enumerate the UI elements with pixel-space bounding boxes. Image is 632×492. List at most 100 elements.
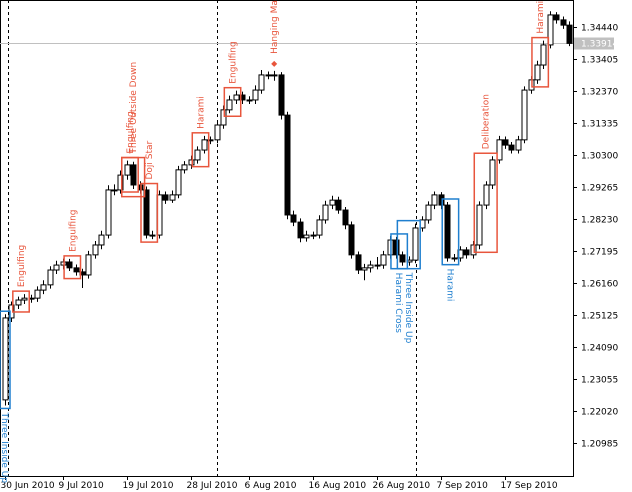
candle-body <box>265 74 272 77</box>
pattern-box <box>140 182 159 243</box>
candle-body <box>169 194 176 201</box>
candle-body <box>342 209 349 226</box>
candle-body <box>322 204 329 221</box>
pattern-label: Harami <box>444 269 454 302</box>
pattern-label: Harami Cross <box>393 273 403 334</box>
y-tick-label: 1.26160 <box>581 280 618 290</box>
candle-body <box>483 184 490 206</box>
candle-body <box>547 14 554 46</box>
pattern-box <box>191 132 210 168</box>
y-tick-label: 1.29265 <box>581 184 618 194</box>
x-tick-label: 6 Aug 2010 <box>245 481 297 491</box>
pattern-label: Three Inside Up <box>403 272 413 344</box>
candle-body <box>111 189 118 192</box>
candle-body <box>476 204 483 246</box>
pattern-label: Engulfing <box>68 209 78 251</box>
x-tick-label: 9 Jul 2010 <box>59 481 104 491</box>
x-tick-label: 28 Jul 2010 <box>187 481 238 491</box>
y-tick-label: 1.34440 <box>581 24 618 34</box>
pattern-box <box>441 198 460 266</box>
x-tick-label: 26 Aug 2010 <box>373 481 431 491</box>
candle-body <box>271 74 278 77</box>
candle-body <box>451 257 458 260</box>
y-tick-label: 1.33405 <box>581 56 618 66</box>
candle-body <box>463 249 470 256</box>
pattern-box <box>121 156 146 198</box>
pattern-box <box>223 86 242 118</box>
candle-body <box>124 164 131 176</box>
x-tick-label: 30 Jun 2010 <box>1 481 55 491</box>
candle-body <box>367 264 374 269</box>
candle-body <box>117 174 124 191</box>
candle-body <box>98 234 105 246</box>
pattern-box <box>531 36 550 88</box>
pattern-label: Engulfing <box>126 111 136 153</box>
current-price-label: 1.33914 <box>581 40 618 50</box>
y-tick-label: 1.27195 <box>581 248 618 258</box>
candle-body <box>521 89 528 141</box>
candle-body <box>188 159 195 166</box>
candle-body <box>162 194 169 201</box>
candle-body <box>149 234 156 237</box>
candle-body <box>412 227 419 261</box>
candle-body <box>143 189 150 236</box>
candle-body <box>246 99 253 102</box>
candle-body <box>534 64 541 81</box>
y-tick-label: 1.28230 <box>581 216 618 226</box>
y-tick-label: 1.32370 <box>581 88 618 98</box>
candle-body <box>303 234 310 239</box>
candle-body <box>290 214 297 223</box>
candle-body <box>175 169 182 196</box>
y-tick-label: 1.31335 <box>581 120 618 130</box>
candle-body <box>252 89 259 101</box>
y-tick-label: 1.20985 <box>581 440 618 450</box>
candle-body <box>92 244 99 256</box>
y-tick-label: 1.24090 <box>581 344 618 354</box>
candle-body <box>73 267 80 273</box>
x-tick-label: 19 Jul 2010 <box>123 481 174 491</box>
candle-body <box>53 264 60 271</box>
pattern-label: Deliberation <box>482 94 492 149</box>
pattern-box <box>473 152 498 254</box>
pattern-box <box>12 290 30 313</box>
candle-body <box>130 164 137 186</box>
candle-body <box>316 219 323 236</box>
x-tick-label: 7 Sep 2010 <box>437 481 489 491</box>
candle-body <box>15 299 22 306</box>
candle-body <box>399 254 406 263</box>
candle-body <box>380 254 387 266</box>
pattern-box <box>63 255 82 280</box>
candle-body <box>553 14 560 21</box>
candle-body <box>348 224 355 256</box>
candle-body <box>393 239 400 256</box>
candle-body <box>21 297 28 301</box>
pattern-label: Doji Star <box>145 140 155 179</box>
pattern-label: Hanging Man <box>270 0 280 54</box>
candle-body <box>34 289 41 299</box>
candle-body <box>444 204 451 259</box>
y-tick-label: 1.30300 <box>581 152 618 162</box>
pattern-box <box>0 310 11 410</box>
candle-body <box>470 244 477 256</box>
candle-body <box>502 139 509 146</box>
candle-body <box>329 199 336 206</box>
candle-body <box>226 99 233 111</box>
candle-body <box>355 254 362 271</box>
candle-body <box>297 221 304 239</box>
candle-body <box>508 144 515 151</box>
candle-body <box>66 261 73 269</box>
candle-body <box>220 109 227 126</box>
pattern-label: Engulfing <box>17 245 27 287</box>
candle-body <box>540 44 547 66</box>
candle-body <box>560 19 567 26</box>
plot-frame <box>0 0 574 477</box>
candle-body <box>431 194 438 206</box>
current-price-box <box>574 37 614 50</box>
candle-body <box>361 267 368 271</box>
pattern-label: Harami <box>536 1 546 34</box>
candle-body <box>47 269 54 286</box>
pattern-label: Harami <box>196 96 206 129</box>
y-tick-label: 1.25125 <box>581 312 618 322</box>
candle-body <box>105 189 112 236</box>
candle-body <box>2 317 9 401</box>
